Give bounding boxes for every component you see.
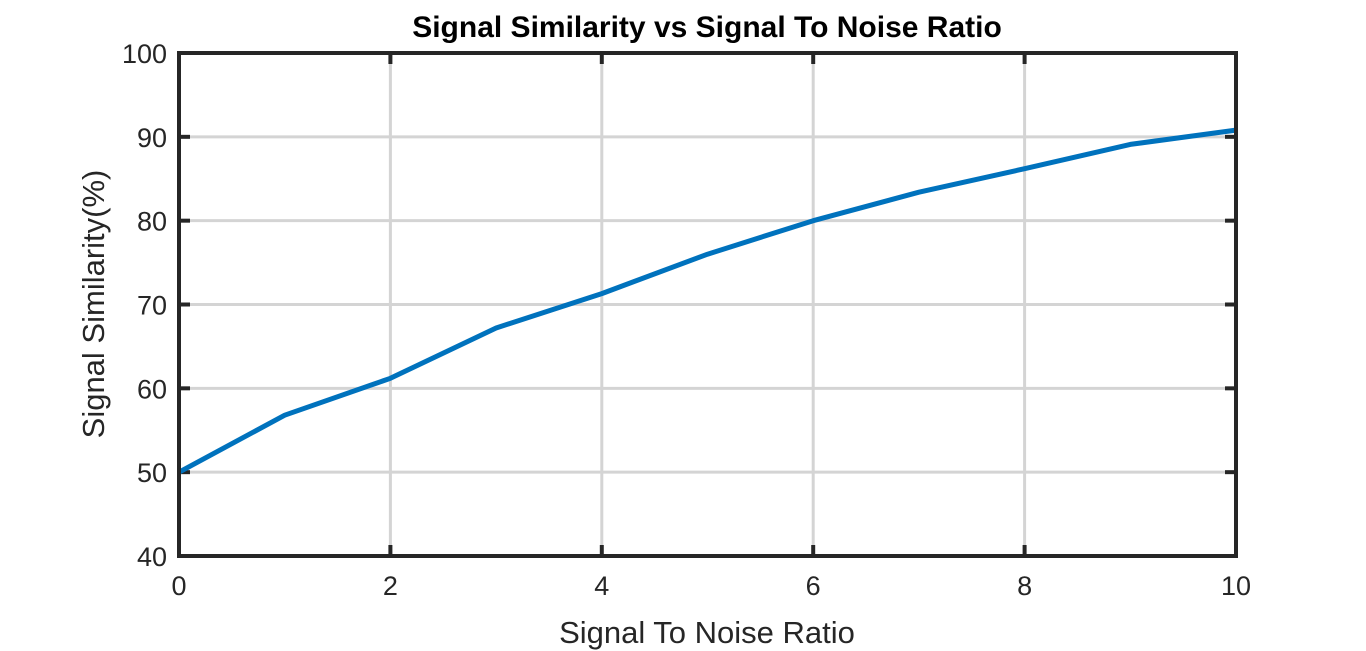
x-tick-label: 6 (806, 571, 821, 601)
series-line (177, 127, 1237, 475)
chart-title: Signal Similarity vs Signal To Noise Rat… (412, 11, 1002, 44)
plot-frame (177, 51, 1238, 558)
series-layer (177, 127, 1237, 475)
y-tick-label: 90 (137, 123, 167, 153)
y-tick-labels: 40 50 60 70 80 90 100 (122, 39, 167, 572)
x-tick-label: 0 (171, 571, 186, 601)
y-axis-label: Signal Similarity(%) (76, 170, 111, 439)
x-axis-label: Signal To Noise Ratio (559, 615, 855, 650)
x-tick-label: 2 (383, 571, 398, 601)
y-tick-label: 80 (137, 207, 167, 237)
x-tick-label: 4 (594, 571, 609, 601)
x-tick-label: 10 (1221, 571, 1251, 601)
x-tick-labels: 0 2 4 6 8 10 (171, 571, 1251, 601)
y-tick-label: 40 (137, 542, 167, 572)
x-tick-label: 8 (1017, 571, 1032, 601)
y-tick-label: 100 (122, 39, 167, 69)
y-tick-label: 70 (137, 291, 167, 321)
y-tick-label: 60 (137, 374, 167, 404)
y-tick-label: 50 (137, 458, 167, 488)
